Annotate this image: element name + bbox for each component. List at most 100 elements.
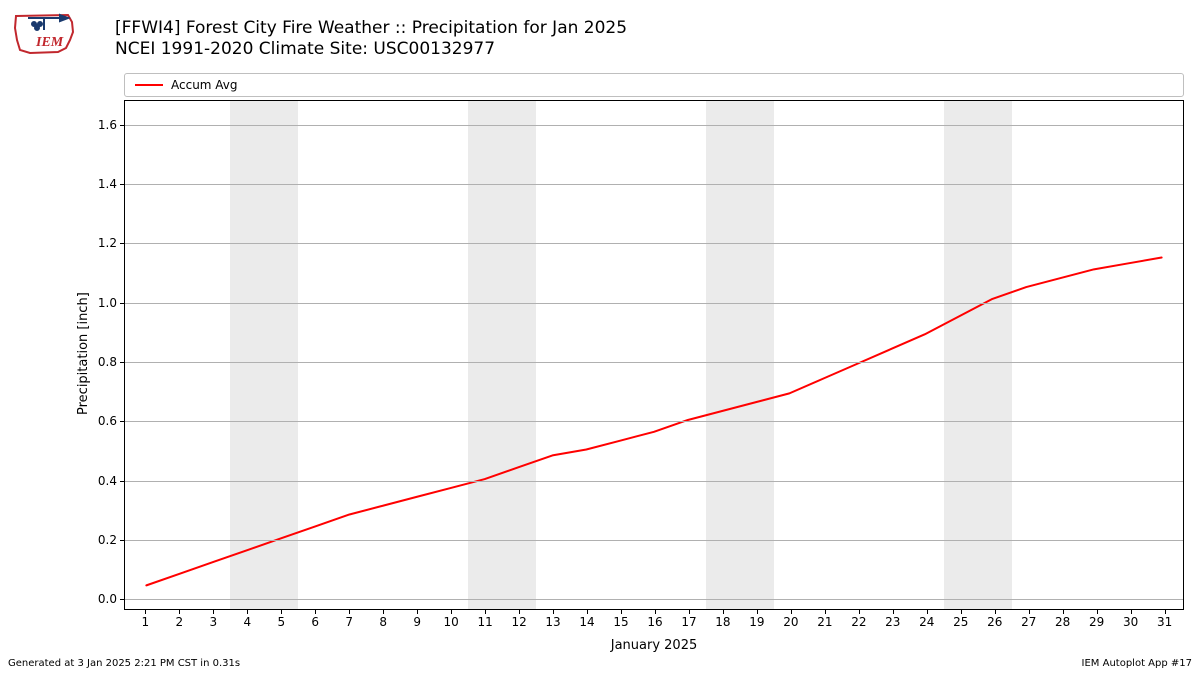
- y-axis-label: Precipitation [inch]: [76, 292, 91, 415]
- gridline: [125, 243, 1183, 244]
- gridline: [125, 421, 1183, 422]
- y-tick-label: 1.2: [98, 236, 117, 250]
- y-tick-mark: [120, 540, 125, 541]
- x-tick-label: 5: [277, 615, 285, 629]
- y-tick-mark: [120, 243, 125, 244]
- y-tick-mark: [120, 421, 125, 422]
- x-tick-label: 23: [885, 615, 900, 629]
- x-tick-mark: [655, 609, 656, 614]
- x-tick-label: 12: [511, 615, 526, 629]
- x-tick-mark: [417, 609, 418, 614]
- legend-label: Accum Avg: [171, 78, 238, 92]
- gridline: [125, 125, 1183, 126]
- y-tick-mark: [120, 481, 125, 482]
- x-tick-label: 30: [1123, 615, 1138, 629]
- gridline: [125, 481, 1183, 482]
- y-tick-mark: [120, 362, 125, 363]
- x-tick-mark: [485, 609, 486, 614]
- x-tick-label: 27: [1021, 615, 1036, 629]
- x-tick-mark: [859, 609, 860, 614]
- x-tick-mark: [1097, 609, 1098, 614]
- x-tick-mark: [927, 609, 928, 614]
- x-tick-mark: [213, 609, 214, 614]
- x-tick-label: 28: [1055, 615, 1070, 629]
- x-tick-mark: [961, 609, 962, 614]
- gridline: [125, 303, 1183, 304]
- y-tick-label: 0.2: [98, 533, 117, 547]
- x-tick-mark: [1165, 609, 1166, 614]
- x-tick-mark: [315, 609, 316, 614]
- x-tick-mark: [349, 609, 350, 614]
- logo-text: IEM: [35, 35, 64, 50]
- x-tick-mark: [247, 609, 248, 614]
- x-tick-label: 6: [311, 615, 319, 629]
- x-tick-label: 3: [210, 615, 218, 629]
- x-tick-label: 4: [243, 615, 251, 629]
- x-tick-label: 10: [444, 615, 459, 629]
- line-chart-svg: [125, 101, 1183, 609]
- legend-swatch: [135, 84, 163, 86]
- y-tick-label: 0.6: [98, 414, 117, 428]
- x-tick-label: 13: [545, 615, 560, 629]
- y-tick-label: 1.0: [98, 296, 117, 310]
- legend: Accum Avg: [124, 73, 1184, 97]
- x-tick-mark: [281, 609, 282, 614]
- x-tick-mark: [621, 609, 622, 614]
- gridline: [125, 362, 1183, 363]
- x-tick-label: 8: [379, 615, 387, 629]
- x-tick-mark: [383, 609, 384, 614]
- x-tick-label: 1: [142, 615, 150, 629]
- x-tick-label: 29: [1089, 615, 1104, 629]
- y-tick-label: 1.6: [98, 118, 117, 132]
- x-tick-mark: [893, 609, 894, 614]
- gridline: [125, 540, 1183, 541]
- x-tick-mark: [553, 609, 554, 614]
- x-tick-label: 24: [919, 615, 934, 629]
- iem-logo: IEM: [10, 10, 80, 60]
- x-tick-label: 31: [1157, 615, 1172, 629]
- y-tick-mark: [120, 303, 125, 304]
- title-line-2: NCEI 1991-2020 Climate Site: USC00132977: [115, 39, 627, 60]
- x-tick-label: 21: [817, 615, 832, 629]
- gridline: [125, 184, 1183, 185]
- chart-title: [FFWI4] Forest City Fire Weather :: Prec…: [115, 18, 627, 61]
- footer-generated: Generated at 3 Jan 2025 2:21 PM CST in 0…: [8, 658, 240, 669]
- x-tick-mark: [519, 609, 520, 614]
- x-tick-mark: [825, 609, 826, 614]
- y-tick-label: 1.4: [98, 177, 117, 191]
- x-tick-mark: [757, 609, 758, 614]
- x-tick-mark: [451, 609, 452, 614]
- x-tick-label: 7: [345, 615, 353, 629]
- x-tick-label: 17: [681, 615, 696, 629]
- x-tick-label: 18: [715, 615, 730, 629]
- y-tick-mark: [120, 125, 125, 126]
- x-tick-mark: [689, 609, 690, 614]
- gridline: [125, 599, 1183, 600]
- x-axis-label: January 2025: [611, 638, 698, 653]
- y-tick-mark: [120, 599, 125, 600]
- x-tick-mark: [1131, 609, 1132, 614]
- x-tick-label: 26: [987, 615, 1002, 629]
- title-line-1: [FFWI4] Forest City Fire Weather :: Prec…: [115, 18, 627, 39]
- y-tick-label: 0.4: [98, 474, 117, 488]
- x-tick-mark: [1063, 609, 1064, 614]
- x-tick-label: 9: [413, 615, 421, 629]
- x-tick-label: 22: [851, 615, 866, 629]
- x-tick-label: 2: [176, 615, 184, 629]
- x-tick-label: 11: [477, 615, 492, 629]
- x-tick-mark: [995, 609, 996, 614]
- x-tick-label: 15: [613, 615, 628, 629]
- y-tick-label: 0.8: [98, 355, 117, 369]
- x-tick-label: 14: [579, 615, 594, 629]
- x-tick-mark: [791, 609, 792, 614]
- y-tick-label: 0.0: [98, 592, 117, 606]
- x-tick-label: 25: [953, 615, 968, 629]
- x-tick-label: 16: [647, 615, 662, 629]
- x-tick-mark: [1029, 609, 1030, 614]
- x-tick-mark: [723, 609, 724, 614]
- x-tick-label: 20: [783, 615, 798, 629]
- x-tick-label: 19: [749, 615, 764, 629]
- x-tick-mark: [179, 609, 180, 614]
- footer-app: IEM Autoplot App #17: [1082, 658, 1192, 669]
- x-tick-mark: [145, 609, 146, 614]
